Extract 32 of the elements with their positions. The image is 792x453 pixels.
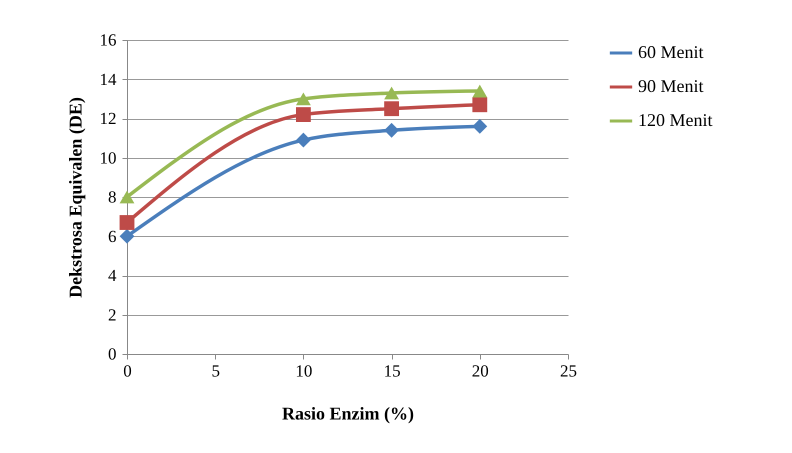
y-tick-label: 12 [100,109,116,128]
y-tick-label: 6 [108,226,116,246]
y-tick-label: 10 [100,148,116,168]
x-tick-label: 0 [123,362,132,380]
x-tick-label: 25 [560,362,577,380]
x-tick-label: 20 [472,362,489,380]
point [472,84,488,98]
x-tick-label: 15 [384,362,401,380]
x-axis-title: Rasio Enzim (%) [282,404,414,424]
y-axis-title: Dekstrosa Equivalen (DE) [66,97,86,298]
y-tick-label: 2 [108,305,116,324]
legend-label: 120 Menit [638,110,712,130]
point [296,92,311,106]
point [384,86,400,100]
y-tick-label: 14 [100,70,117,89]
point [120,190,134,204]
point [384,101,400,116]
y-tick-label: 8 [108,188,116,206]
legend-label: 90 Menit [638,76,704,96]
point [120,228,134,244]
y-tick-label: 4 [108,266,117,285]
point [120,215,134,230]
x-tick-label: 10 [295,362,312,380]
point [296,107,311,122]
legend-label: 60 Menit [638,42,704,62]
point [384,122,400,138]
point [296,132,311,148]
y-tick-label: 16 [100,30,116,50]
point [472,97,488,112]
y-tick-label: 0 [108,344,116,364]
x-tick-label: 5 [211,362,220,380]
point [472,118,488,134]
